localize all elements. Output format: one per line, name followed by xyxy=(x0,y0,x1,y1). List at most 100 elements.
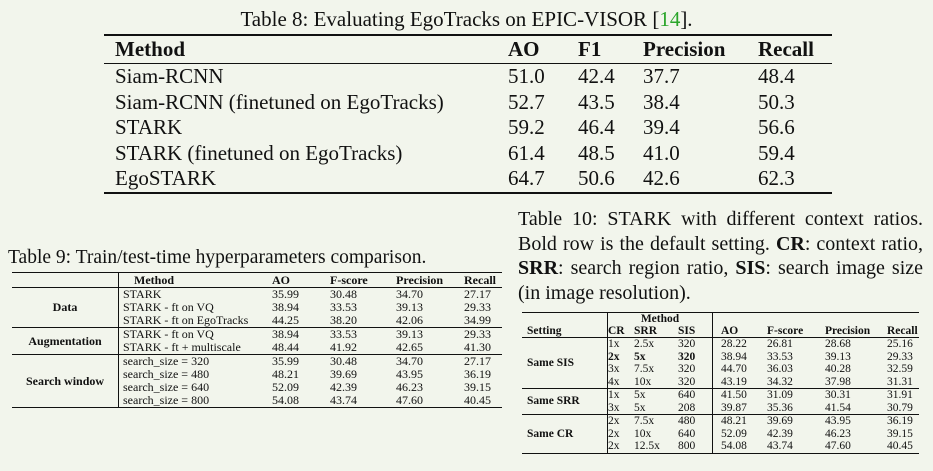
table10-header-fscore: F-score xyxy=(767,325,825,338)
method-cell: search_size = 320 xyxy=(118,354,272,368)
value-cell: 320 xyxy=(678,350,713,363)
method-cell: STARK xyxy=(123,287,162,301)
method-cell: STARK - ft + multiscale xyxy=(123,340,241,354)
group-label: Data xyxy=(12,287,119,328)
table-row: search_size = 640 52.09 42.39 46.23 39.15 xyxy=(12,381,502,394)
value-cell: 39.13 xyxy=(825,350,851,363)
table-row: search_size = 480 48.21 39.69 43.95 36.19 xyxy=(12,368,502,381)
table-row: 2x 12.5x 800 54.08 43.74 47.60 40.45 xyxy=(522,440,919,454)
value-cell: 59.2 xyxy=(508,115,545,139)
value-cell: 38.94 xyxy=(272,300,299,314)
table8-header-recall: Recall xyxy=(758,34,832,64)
table-row: Siam-RCNN 51.0 42.4 37.7 48.4 xyxy=(104,64,832,90)
value-cell: 800 xyxy=(678,440,713,454)
table10: Method Setting CR SRR SIS AO F-score Pre… xyxy=(522,312,919,454)
value-cell: 62.3 xyxy=(758,166,832,194)
value-cell: 34.70 xyxy=(396,354,464,368)
value-cell: 37.7 xyxy=(643,64,680,88)
value-cell: 39.13 xyxy=(396,327,464,341)
value-cell: 5x xyxy=(634,350,646,363)
value-cell: 47.60 xyxy=(825,440,887,454)
value-cell: 43.19 xyxy=(721,375,747,388)
value-cell: 42.65 xyxy=(396,340,423,354)
method-cell: search_size = 480 xyxy=(123,367,210,381)
table9-header-method: Method xyxy=(118,272,272,288)
value-cell: 41.30 xyxy=(464,340,491,354)
group-label: Same CR xyxy=(522,414,608,454)
value-cell: 30.48 xyxy=(330,354,396,368)
value-cell: 31.09 xyxy=(767,388,825,402)
value-cell: 33.53 xyxy=(330,300,357,314)
table10-header-row-1: Method xyxy=(522,312,919,325)
value-cell: 10x xyxy=(634,427,652,440)
value-cell: 48.21 xyxy=(712,414,767,428)
value-cell: 47.60 xyxy=(396,394,464,408)
value-cell: 40.45 xyxy=(464,394,502,408)
value-cell: 33.53 xyxy=(330,327,396,341)
table8-header-method: Method xyxy=(104,34,508,64)
table10-header-row-2: Setting CR SRR SIS AO F-score Precision … xyxy=(522,325,919,338)
table9-header-group xyxy=(12,272,119,288)
table9-header-fscore: F-score xyxy=(330,272,396,288)
value-cell: 7.5x xyxy=(634,363,655,375)
value-cell: 5x xyxy=(634,388,678,402)
value-cell: 480 xyxy=(678,414,713,428)
value-cell: 36.19 xyxy=(464,367,491,381)
table9-header-recall: Recall xyxy=(464,272,502,288)
citation-link[interactable]: 14 xyxy=(659,7,681,31)
group-label: Same SRR xyxy=(522,388,608,415)
method-cell: search_size = 800 xyxy=(118,394,272,408)
value-cell: 42.6 xyxy=(643,166,758,194)
table-row: 3x 5x 208 39.87 35.36 41.54 30.79 xyxy=(522,401,919,415)
table-row: 4x 10x 320 43.19 34.32 37.98 31.31 xyxy=(522,375,919,389)
value-cell: 34.32 xyxy=(767,375,793,388)
value-cell: 54.08 xyxy=(712,440,767,454)
value-cell: 40.28 xyxy=(825,363,851,375)
value-cell: 29.33 xyxy=(887,350,913,363)
value-cell: 38.94 xyxy=(272,327,330,341)
value-cell: 48.4 xyxy=(758,64,795,88)
value-cell: 51.0 xyxy=(508,64,545,88)
table-row: 2x 10x 640 52.09 42.39 46.23 39.15 xyxy=(522,427,919,440)
table-row: Same SRR 1x 5x 640 41.50 31.09 30.31 31.91 xyxy=(522,388,919,415)
value-cell: 31.91 xyxy=(887,388,919,402)
value-cell: 39.69 xyxy=(767,414,825,428)
table-row: Data STARK 35.99 30.48 34.70 27.17 xyxy=(12,287,502,328)
table10-header-blank xyxy=(712,312,919,325)
value-cell: 28.68 xyxy=(825,338,851,350)
table-row: STARK - ft on VQ 38.94 33.53 39.13 29.33 xyxy=(12,301,502,314)
value-cell: 4x xyxy=(608,375,620,388)
method-cell: EgoSTARK xyxy=(104,166,508,194)
value-cell: 48.21 xyxy=(272,367,299,381)
value-cell: 52.7 xyxy=(508,89,545,114)
value-cell: 28.22 xyxy=(721,338,747,350)
table-row: STARK - ft + multiscale 48.44 41.92 42.65 41… xyxy=(12,341,502,355)
table10-header-srr: SRR xyxy=(634,325,678,338)
table8: Method AO F1 Precision Recall Siam-RCNN 5… xyxy=(104,34,832,194)
value-cell: 7.5x xyxy=(634,414,678,428)
table8-caption-text: Table 8: Evaluating EgoTracks on EPIC-VI… xyxy=(240,7,660,31)
value-cell: 43.95 xyxy=(396,367,423,381)
value-cell: 39.15 xyxy=(464,380,491,394)
value-cell: 38.4 xyxy=(643,89,680,114)
table-row: Same SIS 1x 2.5x 320 28.22 26.81 28.68 25.16 xyxy=(522,337,919,389)
value-cell: 34.70 xyxy=(396,287,423,301)
value-cell: 320 xyxy=(678,337,713,351)
value-cell: 1x xyxy=(608,338,620,350)
value-cell: 42.06 xyxy=(396,313,423,327)
value-cell: 32.59 xyxy=(887,363,913,375)
method-cell: STARK xyxy=(115,115,183,139)
value-cell: 2x xyxy=(608,427,620,440)
value-cell: 3x xyxy=(608,363,620,375)
table10-header-cr: CR xyxy=(607,325,634,338)
value-cell: 50.6 xyxy=(578,166,643,194)
table10-header-setting-top xyxy=(522,312,608,325)
table-row: search_size = 800 54.08 43.74 47.60 40.45 xyxy=(12,394,502,408)
value-cell: 5x xyxy=(634,401,646,414)
table8-header-ao: AO xyxy=(508,34,578,64)
method-cell: STARK - ft on VQ xyxy=(118,327,272,341)
value-cell: 33.53 xyxy=(767,350,793,363)
table9-header-ao: AO xyxy=(272,272,330,288)
value-cell: 50.3 xyxy=(758,89,795,114)
value-cell: 59.4 xyxy=(758,140,795,165)
